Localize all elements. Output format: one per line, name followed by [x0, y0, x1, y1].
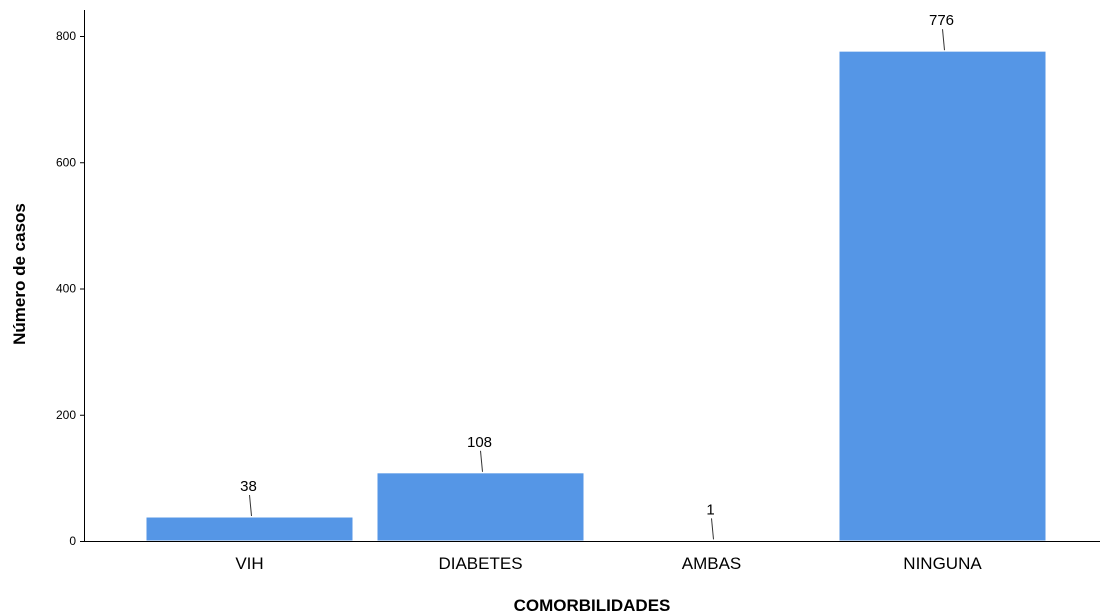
y-tick-label: 600 — [56, 155, 76, 169]
x-tick-label: VIH — [235, 554, 263, 573]
x-tick-label: DIABETES — [438, 554, 522, 573]
bar — [376, 472, 585, 542]
data-label: 108 — [467, 434, 492, 451]
x-tick-label: NINGUNA — [903, 554, 982, 573]
y-axis-title: Número de casos — [10, 203, 29, 345]
bar — [607, 539, 816, 542]
data-label: 38 — [240, 478, 257, 495]
y-tick-label: 200 — [56, 408, 76, 422]
data-label-leaders — [249, 29, 945, 540]
bar — [145, 516, 354, 542]
data-label-leader — [249, 494, 252, 517]
x-axis-title: COMORBILIDADES — [514, 596, 671, 615]
data-label-leader — [711, 518, 714, 540]
bar — [838, 50, 1047, 542]
x-axis-category-labels: VIH DIABETES AMBAS NINGUNA — [235, 554, 982, 573]
data-label: 776 — [929, 12, 954, 29]
data-label: 1 — [706, 501, 714, 518]
data-label-leader — [942, 29, 945, 51]
bars — [145, 50, 1047, 542]
y-tick-label: 400 — [56, 282, 76, 296]
y-tick-label: 800 — [56, 29, 76, 43]
data-labels: 38 108 1 776 — [240, 12, 954, 518]
data-label-leader — [480, 450, 483, 472]
x-tick-label: AMBAS — [682, 554, 742, 573]
y-axis-ticks: 0 200 400 600 800 — [56, 29, 84, 548]
y-tick-label: 0 — [69, 534, 76, 548]
